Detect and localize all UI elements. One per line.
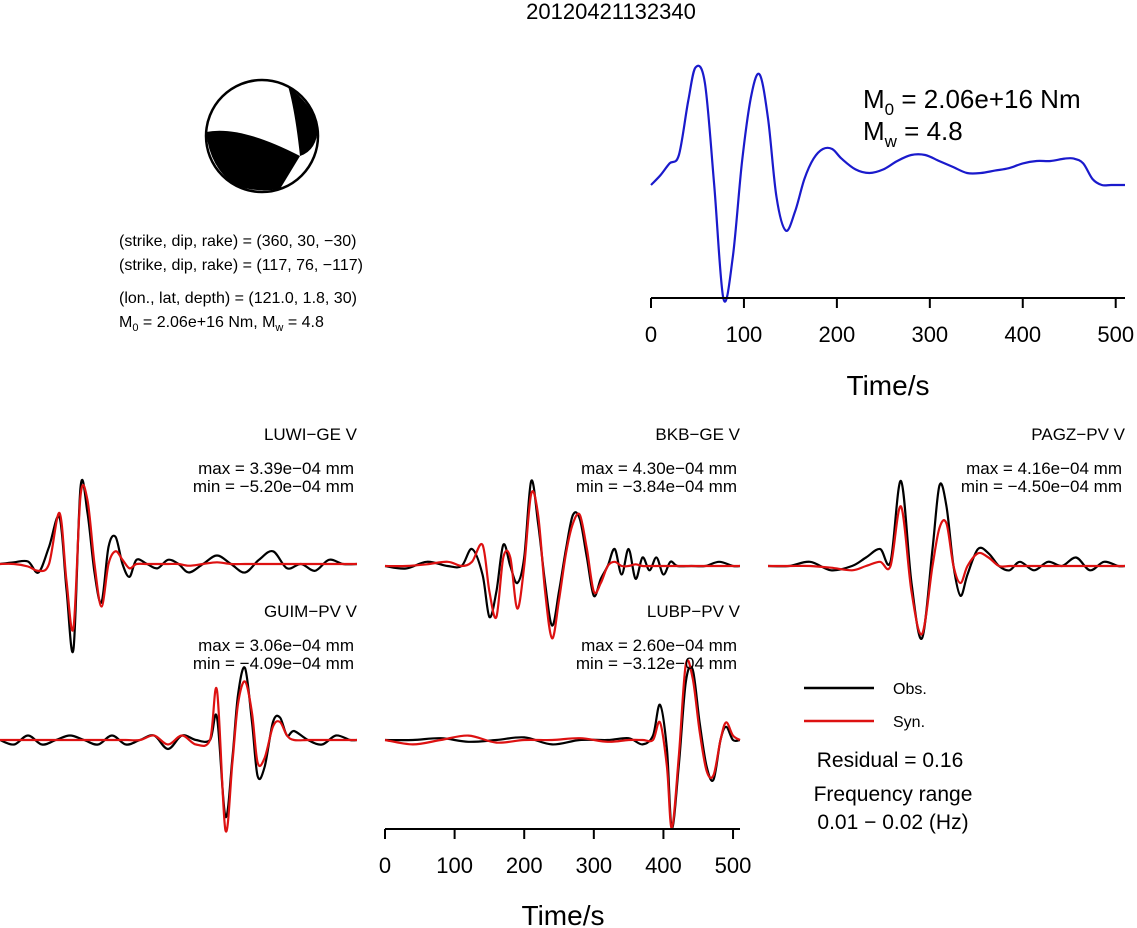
- bottom-x-tick-label: 0: [379, 853, 391, 878]
- nodal-plane-2: (strike, dip, rake) = (117, 76, −117): [119, 257, 363, 274]
- bottom-x-tick-label: 300: [575, 853, 612, 878]
- stf-x-axis-label: Time/s: [847, 370, 930, 401]
- station-min: min = −3.84e−04 mm: [576, 477, 737, 496]
- waveform-time-axis: 0 100 200 300 400 500 Time/s: [379, 828, 752, 928]
- legend-syn-label: Syn.: [893, 714, 925, 731]
- stf-x-tick-label: 0: [645, 322, 657, 347]
- bottom-x-tick-label: 200: [506, 853, 543, 878]
- stf-series-line: [650, 64, 1125, 303]
- bottom-x-axis-label: Time/s: [522, 900, 605, 928]
- station-min: min = −4.09e−04 mm: [193, 654, 354, 673]
- legend-obs-label: Obs.: [893, 681, 927, 698]
- station-name: GUIM−PV V: [264, 602, 358, 621]
- location-depth: (lon., lat, depth) = (121.0, 1.8, 30): [119, 290, 357, 307]
- station-max: max = 2.60e−04 mm: [581, 636, 737, 655]
- observed-waveform-line: [384, 479, 741, 627]
- station-max: max = 3.06e−04 mm: [198, 636, 354, 655]
- moment-magnitude: M0 = 2.06e+16 Nm, Mw = 4.8: [119, 314, 324, 334]
- station-min: min = −5.20e−04 mm: [193, 477, 354, 496]
- station-name: LUWI−GE V: [264, 425, 358, 444]
- stf-x-tick-label: 400: [1004, 322, 1041, 347]
- stf-x-tick-label: 500: [1097, 322, 1134, 347]
- station-min: min = −3.12e−04 mm: [576, 654, 737, 673]
- observed-waveform-line: [767, 479, 1126, 640]
- bottom-x-tick-label: 100: [436, 853, 473, 878]
- station-max: max = 4.30e−04 mm: [581, 459, 737, 478]
- stf-x-tick-label: 300: [911, 322, 948, 347]
- bottom-x-tick-label: 500: [715, 853, 752, 878]
- station-max: max = 4.16e−04 mm: [966, 459, 1122, 478]
- observed-waveform-line: [0, 666, 358, 819]
- station-max: max = 3.39e−04 mm: [198, 459, 354, 478]
- figure-title: 20120421132340: [526, 0, 696, 24]
- synthetic-waveform-line: [767, 505, 1125, 636]
- station-name: PAGZ−PV V: [1031, 425, 1125, 444]
- synthetic-waveform-line: [384, 490, 740, 640]
- event-info: (strike, dip, rake) = (360, 30, −30) (st…: [119, 233, 363, 334]
- observed-waveform-line: [384, 665, 741, 830]
- observed-waveform-line: [0, 478, 358, 654]
- stf-x-tick-label: 100: [726, 322, 763, 347]
- residual-text: Residual = 0.16: [817, 749, 964, 772]
- station-name: BKB−GE V: [655, 425, 740, 444]
- stf-x-tick-label: 200: [819, 322, 856, 347]
- beachball-icon: [204, 78, 320, 194]
- stf-m0-label: M0 = 2.06e+16 Nm: [863, 84, 1081, 119]
- frequency-range-value: 0.01 − 0.02 (Hz): [817, 811, 968, 834]
- nodal-plane-1: (strike, dip, rake) = (360, 30, −30): [119, 233, 356, 250]
- frequency-range-title: Frequency range: [814, 783, 973, 806]
- station-min: min = −4.50e−04 mm: [961, 477, 1122, 496]
- synthetic-waveform-line: [384, 659, 741, 830]
- synthetic-waveform-line: [0, 483, 357, 632]
- stf-mw-label: Mw = 4.8: [863, 116, 963, 151]
- bottom-x-tick-label: 400: [645, 853, 682, 878]
- source-time-function-panel: 0 100 200 300 400 500 Time/s M0 = 2.06e+16 Nm…: [645, 64, 1134, 401]
- station-name: LUBP−PV V: [647, 602, 741, 621]
- synthetic-waveform-line: [0, 680, 357, 833]
- legend: Obs. Syn. Residual = 0.16 Frequency rang…: [804, 681, 972, 834]
